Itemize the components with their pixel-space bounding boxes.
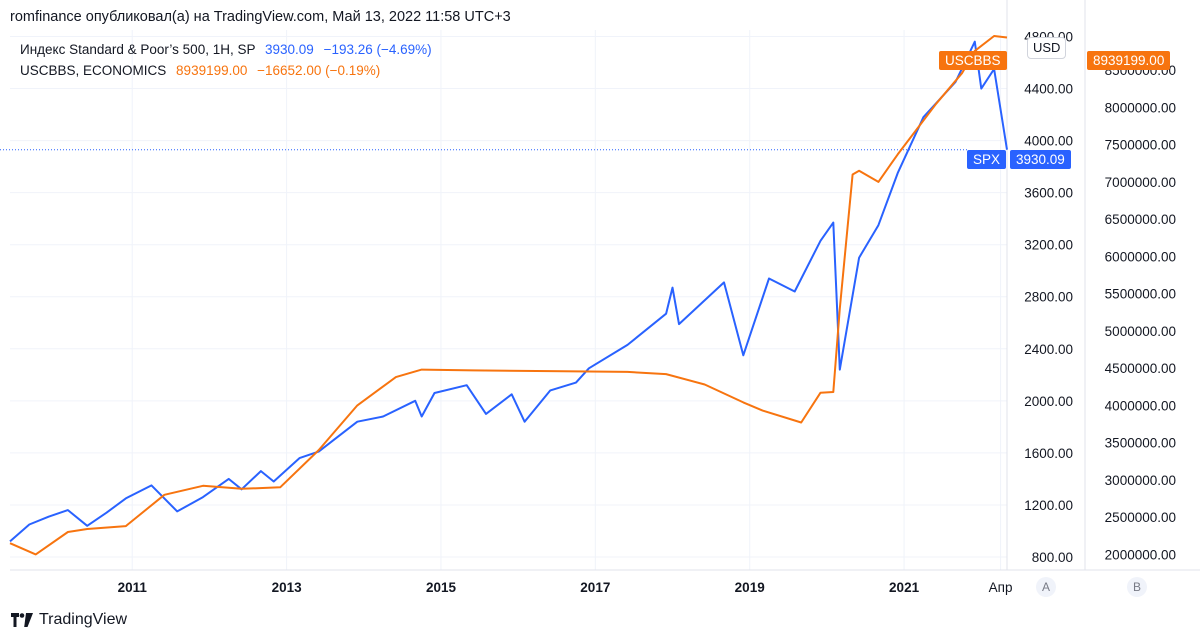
y-left-tick-label: 800.00 bbox=[1032, 550, 1073, 565]
y-right-tick-label: 8000000.00 bbox=[1105, 100, 1176, 115]
series-layer bbox=[0, 35, 1008, 556]
y-right-tick-label: 3500000.00 bbox=[1105, 436, 1176, 451]
legend-spx-change: −193.26 (−4.69%) bbox=[323, 42, 432, 57]
x-tick-label: 2013 bbox=[272, 580, 303, 595]
grid bbox=[10, 0, 1200, 571]
legend: Индекс Standard & Poor’s 500, 1H, SP 393… bbox=[20, 39, 432, 81]
series-line-uscbbs bbox=[9, 35, 1008, 556]
legend-uscbbs-name[interactable]: USCBBS, ECONOMICS bbox=[20, 63, 167, 78]
x-tick-label: 2021 bbox=[889, 580, 920, 595]
legend-spx: Индекс Standard & Poor’s 500, 1H, SP 393… bbox=[20, 39, 432, 60]
y-left-tick-label: 3200.00 bbox=[1024, 238, 1073, 253]
uscbbs-price-tag: 8939199.00 bbox=[1087, 51, 1171, 70]
y-right-tick-label: 2500000.00 bbox=[1105, 510, 1176, 525]
y-left-tick-label: 1200.00 bbox=[1024, 498, 1073, 513]
y-right-tick-label: 4000000.00 bbox=[1105, 398, 1176, 413]
y-right-tick-label: 2000000.00 bbox=[1105, 547, 1176, 562]
y-right-tick-label: 5500000.00 bbox=[1105, 287, 1176, 302]
legend-uscbbs: USCBBS, ECONOMICS 8939199.00 −16652.00 (… bbox=[20, 60, 432, 81]
y-left-tick-label: 2800.00 bbox=[1024, 290, 1073, 305]
y-right-tick-label: 7000000.00 bbox=[1105, 175, 1176, 190]
y-right-tick-label: 6500000.00 bbox=[1105, 212, 1176, 227]
footer-brand[interactable]: TradingView bbox=[11, 611, 127, 629]
x-tick-label: 2017 bbox=[580, 580, 610, 595]
tradingview-logo-icon bbox=[11, 613, 33, 627]
y-left-tick-label: 1600.00 bbox=[1024, 446, 1073, 461]
y-left-tick-label: 4000.00 bbox=[1024, 134, 1073, 149]
x-tick-label: 2015 bbox=[426, 580, 457, 595]
price-axis-right: 2000000.00 2500000.00 3000000.00 3500000.00… bbox=[1105, 63, 1176, 562]
time-axis: 2011 2013 2015 2017 2019 2021 Апр bbox=[118, 580, 1013, 595]
auto-scale-button-a[interactable]: A bbox=[1036, 577, 1056, 597]
y-right-tick-label: 3000000.00 bbox=[1105, 473, 1176, 488]
x-tick-label: 2011 bbox=[118, 580, 148, 595]
y-right-tick-label: 7500000.00 bbox=[1105, 138, 1176, 153]
y-left-tick-label: 4400.00 bbox=[1024, 82, 1073, 97]
y-left-tick-label: 3600.00 bbox=[1024, 186, 1073, 201]
spx-price-tag: 3930.09 bbox=[1010, 150, 1071, 169]
legend-spx-value: 3930.09 bbox=[265, 42, 314, 57]
publisher-header: romfinance опубликовал(а) на TradingView… bbox=[10, 9, 511, 25]
auto-scale-button-b[interactable]: B bbox=[1127, 577, 1147, 597]
legend-spx-name[interactable]: Индекс Standard & Poor’s 500, 1H, SP bbox=[20, 42, 256, 57]
legend-uscbbs-value: 8939199.00 bbox=[176, 63, 248, 78]
x-tick-label: Апр bbox=[989, 580, 1013, 595]
price-axis-left: 800.00 1200.00 1600.00 2000.00 2400.00 2800.0… bbox=[1024, 30, 1073, 565]
y-right-tick-label: 5000000.00 bbox=[1105, 324, 1176, 339]
series-line-spx bbox=[9, 40, 1008, 543]
x-tick-label: 2019 bbox=[735, 580, 765, 595]
currency-button[interactable]: USD bbox=[1027, 37, 1067, 59]
spx-series-tag: SPX bbox=[967, 150, 1007, 169]
uscbbs-series-tag: USCBBS bbox=[939, 51, 1007, 70]
footer-brand-label: TradingView bbox=[39, 611, 128, 628]
y-left-tick-label: 2000.00 bbox=[1024, 394, 1073, 409]
y-left-tick-label: 2400.00 bbox=[1024, 342, 1073, 357]
y-right-tick-label: 6000000.00 bbox=[1105, 249, 1176, 264]
legend-uscbbs-change: −16652.00 (−0.19%) bbox=[257, 63, 381, 78]
y-right-tick-label: 4500000.00 bbox=[1105, 361, 1176, 376]
